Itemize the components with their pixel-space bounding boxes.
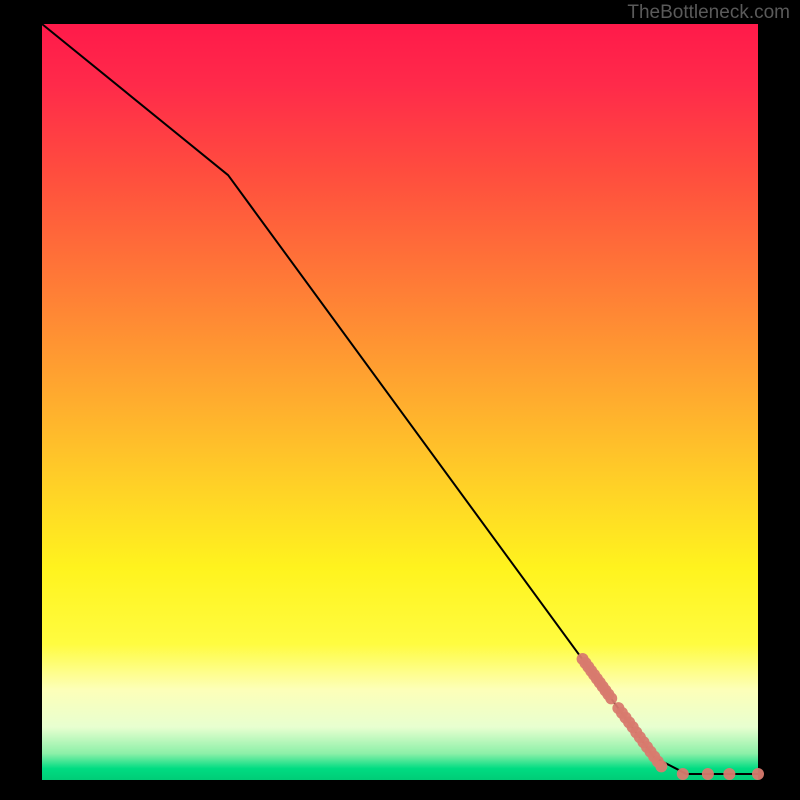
data-point xyxy=(702,768,714,780)
plot-panel xyxy=(42,24,758,780)
data-point xyxy=(752,768,764,780)
data-point xyxy=(655,760,667,772)
data-point xyxy=(605,692,617,704)
data-point xyxy=(723,768,735,780)
chart-overlay-svg xyxy=(42,24,758,780)
watermark-text: TheBottleneck.com xyxy=(627,2,790,24)
bottleneck-line xyxy=(42,24,758,774)
chart-container: TheBottleneck.com xyxy=(0,0,800,800)
data-point xyxy=(677,768,689,780)
